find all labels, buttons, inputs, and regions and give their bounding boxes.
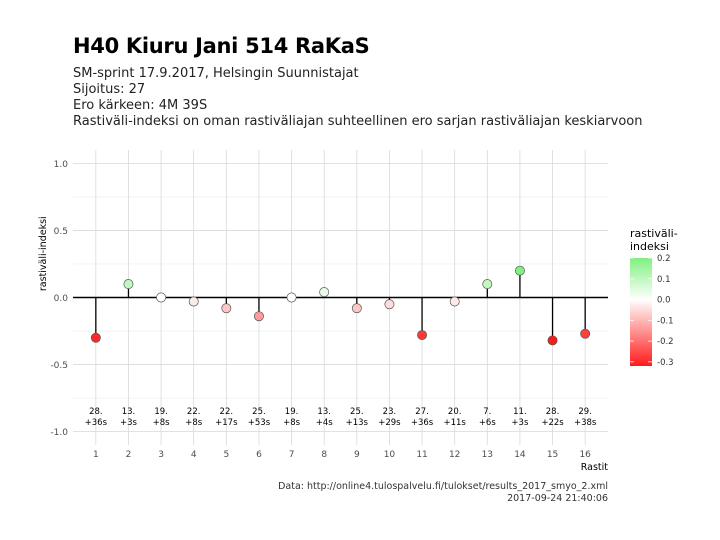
y-axis-title: rastiväli-indeksi (38, 216, 49, 291)
point-label-rank: 19. (154, 407, 168, 417)
point-labels: 28.+36s13.+3s19.+8s22.+8s22.+17s25.+53s1… (85, 407, 597, 428)
subtitle-line-placement: Sijoitus: 27 (73, 82, 146, 97)
point-label-gap: +3s (120, 418, 138, 428)
x-tick-label: 14 (514, 450, 526, 460)
x-tick-label: 3 (158, 450, 164, 460)
legend-tick-label: -0.1 (657, 316, 674, 326)
point-label-rank: 23. (383, 407, 397, 417)
data-point (580, 328, 591, 339)
point-label-gap: +13s (346, 418, 369, 428)
point-label-gap: +53s (248, 418, 271, 428)
point-label-rank: 28. (89, 407, 103, 417)
legend-colorbar (630, 258, 652, 366)
point-label-rank: 22. (187, 407, 201, 417)
point-label-rank: 27. (415, 407, 429, 417)
x-tick-label: 4 (191, 450, 197, 460)
legend-tick-label: 0.1 (657, 275, 671, 285)
y-tick-label: -0.5 (50, 361, 68, 371)
x-tick-label: 16 (579, 450, 591, 460)
point-label-rank: 28. (546, 407, 560, 417)
data-point (514, 265, 525, 276)
chart-subtitle: SM-sprint 17.9.2017, Helsingin Suunnista… (73, 66, 642, 130)
subtitle-line-description: Rastiväli-indeksi on oman rastiväliajan … (73, 114, 643, 129)
chart-caption: Data: http://online4.tulospalvelu.fi/tul… (278, 481, 608, 505)
x-axis-title: Rastit (581, 462, 609, 473)
y-tick-label: 1.0 (54, 160, 69, 170)
point-label-rank: 25. (350, 407, 364, 417)
x-tick-label: 2 (126, 450, 132, 460)
data-point (156, 292, 167, 303)
point-label-rank: 20. (448, 407, 462, 417)
x-tick-label: 6 (256, 450, 262, 460)
legend-tick-label: -0.3 (657, 358, 674, 368)
caption-source: Data: http://online4.tulospalvelu.fi/tul… (278, 481, 608, 492)
legend-tick-label: 0.0 (657, 296, 671, 306)
x-tick-label: 9 (354, 450, 360, 460)
legend-title: rastiväli- (630, 227, 678, 240)
point-label-gap: +8s (283, 418, 301, 428)
point-label-rank: 19. (285, 407, 299, 417)
point-label-gap: +6s (479, 418, 497, 428)
point-label-rank: 13. (317, 407, 331, 417)
x-tick-label: 5 (223, 450, 229, 460)
point-label-rank: 7. (483, 407, 491, 417)
data-point (253, 311, 264, 322)
data-point (221, 303, 232, 314)
data-point (90, 332, 101, 343)
point-label-gap: +38s (574, 418, 597, 428)
axes: 1.00.50.0-0.5-1.01 2 3 4 5 6 7 8 9 10 11 12 13 14 15 16… (38, 160, 608, 473)
chart-title: H40 Kiuru Jani 514 RaKaS (73, 34, 370, 58)
point-label-rank: 22. (220, 407, 234, 417)
point-label-gap: +36s (411, 418, 434, 428)
point-label-gap: +8s (185, 418, 203, 428)
point-label-gap: +3s (511, 418, 529, 428)
lollipop-stems (95, 270, 586, 341)
y-tick-label: 0.0 (54, 294, 69, 304)
data-point (482, 279, 493, 290)
point-label-gap: +4s (316, 418, 334, 428)
x-tick-label: 10 (384, 450, 396, 460)
data-point (319, 287, 330, 298)
grid-lines (73, 150, 608, 445)
point-label-gap: +29s (378, 418, 401, 428)
x-tick-label: 12 (449, 450, 460, 460)
subtitle-line-event: SM-sprint 17.9.2017, Helsingin Suunnista… (73, 66, 359, 81)
point-label-rank: 13. (122, 407, 136, 417)
x-tick-label: 1 (93, 450, 99, 460)
x-tick-label: 13 (482, 450, 493, 460)
data-points (90, 265, 591, 346)
data-point (188, 296, 199, 307)
y-tick-label: 0.5 (54, 227, 68, 237)
point-label-rank: 11. (513, 407, 527, 417)
data-point (384, 299, 395, 310)
x-tick-label: 15 (547, 450, 558, 460)
subtitle-line-gap: Ero kärkeen: 4M 39S (73, 98, 208, 113)
x-tick-label: 8 (321, 450, 327, 460)
data-point (351, 303, 362, 314)
x-tick-label: 7 (289, 450, 295, 460)
point-label-rank: 29. (578, 407, 592, 417)
data-point (417, 330, 428, 340)
legend-tick-label: 0.2 (657, 254, 671, 264)
point-label-gap: +36s (85, 418, 108, 428)
caption-timestamp: 2017-09-24 21:40:06 (507, 493, 608, 504)
legend-tick-label: -0.2 (657, 337, 674, 347)
data-point (449, 296, 460, 307)
point-label-gap: +11s (443, 418, 466, 428)
point-label-gap: +22s (541, 418, 564, 428)
point-label-rank: 25. (252, 407, 266, 417)
y-tick-label: -1.0 (50, 428, 68, 438)
data-point (123, 279, 134, 290)
data-point (286, 292, 297, 303)
data-point (547, 335, 558, 346)
x-tick-label: 11 (416, 450, 427, 460)
legend-title: indeksi (630, 240, 669, 253)
point-label-gap: +8s (153, 418, 171, 428)
point-label-gap: +17s (215, 418, 238, 428)
